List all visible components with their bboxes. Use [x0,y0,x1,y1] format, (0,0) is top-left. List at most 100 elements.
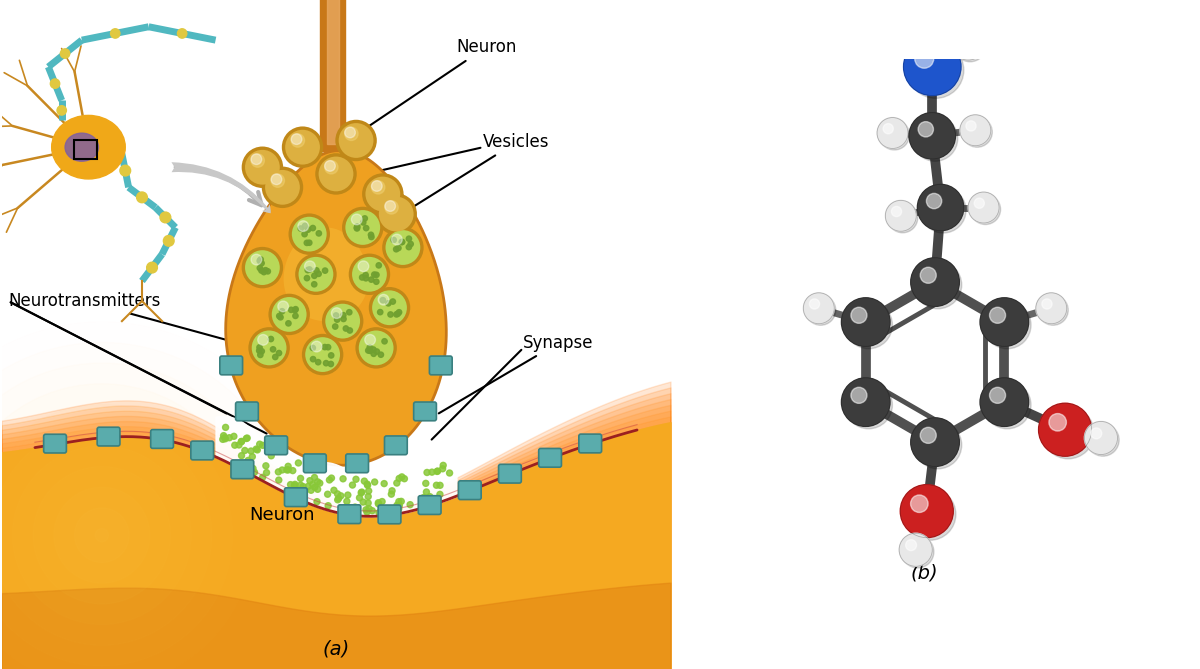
Circle shape [926,193,942,209]
Circle shape [437,491,443,497]
Circle shape [312,273,317,278]
Circle shape [290,488,296,494]
Circle shape [265,170,300,205]
Circle shape [334,313,338,318]
Circle shape [358,490,365,496]
Circle shape [276,351,282,356]
Circle shape [914,50,934,68]
Circle shape [364,225,368,231]
Circle shape [325,345,331,350]
Circle shape [980,298,1028,347]
Circle shape [887,23,920,56]
Circle shape [366,488,372,494]
Circle shape [379,498,385,504]
Circle shape [398,474,404,480]
Circle shape [886,200,917,231]
Circle shape [433,482,439,488]
Circle shape [851,307,866,323]
Circle shape [286,464,292,470]
Circle shape [379,506,385,512]
Circle shape [422,480,428,486]
Circle shape [368,234,374,240]
Circle shape [845,301,893,349]
FancyBboxPatch shape [430,356,452,375]
Circle shape [408,242,413,247]
Circle shape [376,193,416,235]
Circle shape [271,174,282,185]
Circle shape [110,29,120,38]
Circle shape [424,499,430,505]
Circle shape [880,120,910,150]
Circle shape [883,124,893,134]
Circle shape [907,42,964,98]
Circle shape [990,387,1006,403]
Circle shape [358,261,368,272]
Circle shape [391,237,396,243]
Circle shape [248,448,254,454]
Circle shape [305,227,311,232]
Circle shape [382,339,388,344]
Circle shape [845,381,893,429]
Circle shape [365,500,371,506]
Circle shape [275,469,281,475]
Circle shape [241,247,283,288]
Circle shape [319,157,353,191]
Circle shape [349,482,355,488]
FancyBboxPatch shape [578,434,601,453]
Circle shape [366,506,372,512]
Circle shape [359,489,365,495]
Circle shape [1043,407,1094,459]
Circle shape [396,476,402,482]
Circle shape [434,468,440,474]
FancyBboxPatch shape [284,488,307,506]
Text: (b): (b) [910,564,938,583]
Circle shape [259,349,264,354]
Circle shape [971,194,1001,225]
Ellipse shape [52,115,125,179]
Circle shape [236,442,242,448]
Circle shape [388,312,394,317]
Circle shape [60,49,70,58]
Circle shape [1085,421,1117,454]
Circle shape [372,272,377,277]
Circle shape [313,268,319,273]
Circle shape [286,467,292,473]
Circle shape [278,314,283,320]
Circle shape [245,250,280,285]
Circle shape [372,290,407,325]
Circle shape [841,298,890,347]
Circle shape [362,215,367,221]
Circle shape [365,334,376,345]
Circle shape [244,435,250,441]
FancyBboxPatch shape [97,427,120,446]
Circle shape [344,498,350,504]
Circle shape [307,478,313,484]
Circle shape [335,120,377,161]
Circle shape [367,348,373,353]
Circle shape [284,467,290,473]
Circle shape [311,341,322,352]
Circle shape [295,460,301,466]
Circle shape [960,115,991,146]
Circle shape [888,203,918,233]
Circle shape [347,310,352,315]
Circle shape [406,244,412,250]
Circle shape [354,225,360,231]
Circle shape [968,192,1000,223]
Circle shape [232,442,238,448]
Circle shape [394,502,400,508]
FancyBboxPatch shape [43,434,66,453]
Circle shape [302,334,343,375]
Circle shape [95,529,108,542]
Circle shape [50,79,60,88]
Circle shape [269,294,310,335]
Circle shape [380,298,385,303]
Circle shape [242,448,248,454]
Circle shape [962,117,992,147]
Circle shape [911,418,959,466]
Circle shape [382,227,424,268]
Circle shape [323,268,328,274]
Circle shape [378,294,389,305]
Circle shape [302,231,307,237]
Circle shape [437,482,443,488]
